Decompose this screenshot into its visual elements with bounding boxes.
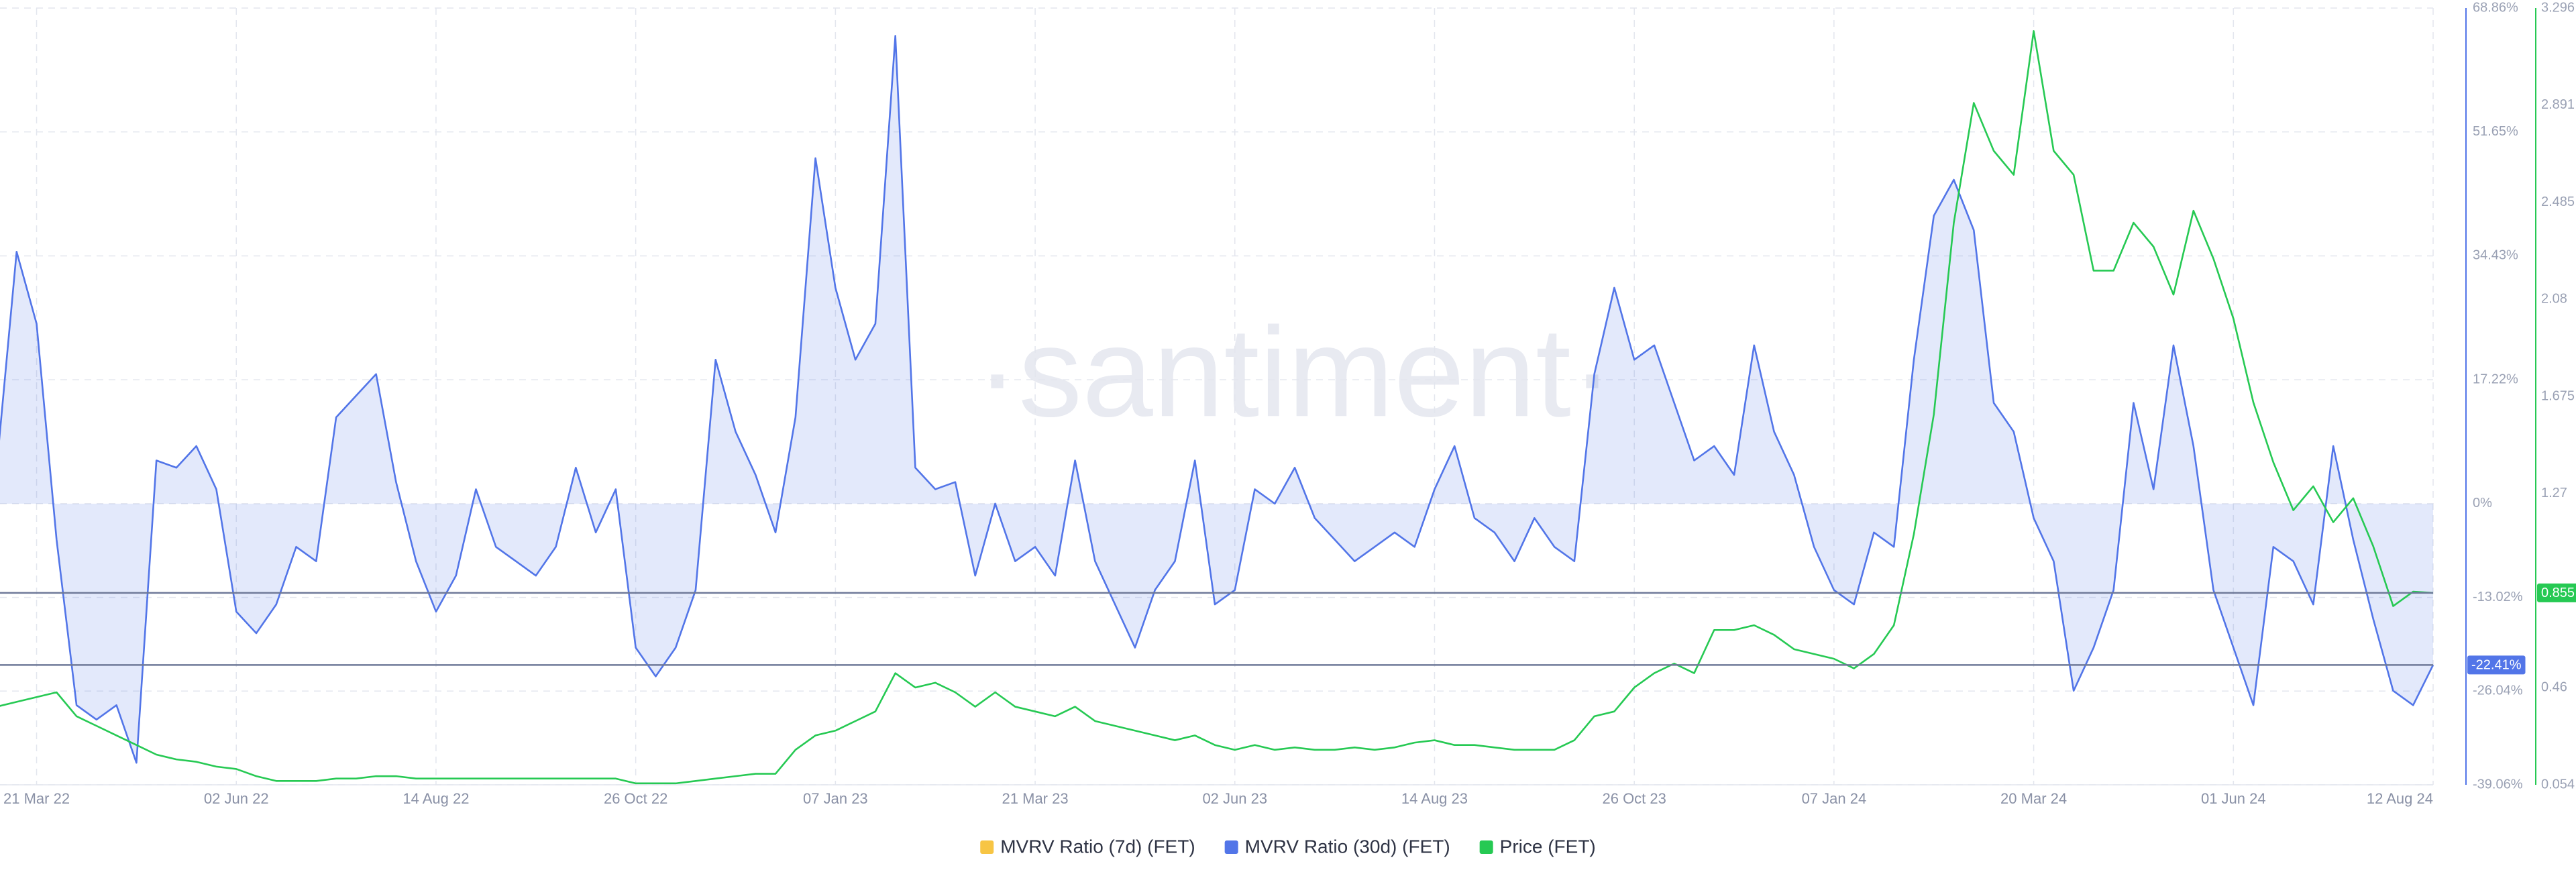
x-tick-label: 26 Oct 22 (604, 790, 667, 807)
current-value-badge: -22.41% (2467, 655, 2526, 675)
badge-label: 0.855 (2541, 586, 2575, 600)
y-tick-label: 68.86% (2473, 0, 2518, 15)
badge-box (2467, 655, 2526, 675)
y2-tick-label: 2.891 (2541, 97, 2575, 112)
y-tick-label: -13.02% (2473, 590, 2523, 604)
y2-tick-label: 2.485 (2541, 195, 2575, 209)
watermark: ·santiment· (976, 301, 1613, 443)
y2-tick-label: 1.675 (2541, 388, 2575, 403)
series-line (0, 35, 2434, 764)
y-tick-label: -26.04% (2473, 684, 2523, 698)
legend-swatch (1479, 840, 1493, 854)
series-area (0, 36, 2433, 763)
legend-label: MVRV Ratio (30d) (FET) (1245, 836, 1450, 857)
x-tick-label: 12 Aug 24 (2367, 790, 2433, 807)
y2-tick-label: 1.27 (2541, 486, 2567, 500)
legend-swatch (1224, 840, 1238, 854)
y-tick-label: 0% (2473, 496, 2492, 510)
x-tick-label: 01 Jun 24 (2201, 790, 2266, 807)
y2-tick-label: 3.296 (2541, 0, 2575, 15)
y-tick-label: 51.65% (2473, 124, 2518, 139)
x-tick-label: 07 Jan 24 (1802, 790, 1867, 807)
x-tick-label: 07 Jan 23 (803, 790, 868, 807)
legend-label: MVRV Ratio (7d) (FET) (1000, 836, 1195, 857)
y2-tick-label: 2.08 (2541, 292, 2567, 307)
x-tick-label: 26 Oct 23 (1602, 790, 1666, 807)
y2-tick-label: 0.46 (2541, 679, 2567, 694)
badge-label: -22.41% (2471, 658, 2522, 673)
y-tick-label: 17.22% (2473, 372, 2518, 386)
y-tick-label: 34.43% (2473, 248, 2518, 263)
y2-tick-label: 0.054 (2541, 777, 2575, 792)
x-tick-label: 14 Aug 22 (402, 790, 469, 807)
x-tick-label: 02 Jun 23 (1202, 790, 1267, 807)
legend: MVRV Ratio (7d) (FET) MVRV Ratio (30d) (F… (980, 836, 1596, 857)
x-tick-label: 21 Mar 23 (1002, 790, 1069, 807)
x-tick-label: 21 Mar 22 (3, 790, 70, 807)
legend-swatch (980, 840, 994, 854)
current-value-badge: 0.855 (2537, 583, 2576, 602)
series-line (0, 30, 2434, 785)
x-tick-label: 14 Aug 23 (1401, 790, 1468, 807)
legend-label: Price (FET) (1500, 836, 1596, 857)
x-tick-label: 02 Jun 22 (204, 790, 269, 807)
y-tick-label: -39.06% (2473, 777, 2523, 792)
x-tick-label: 20 Mar 24 (2000, 790, 2067, 807)
badge-box (2537, 583, 2576, 602)
